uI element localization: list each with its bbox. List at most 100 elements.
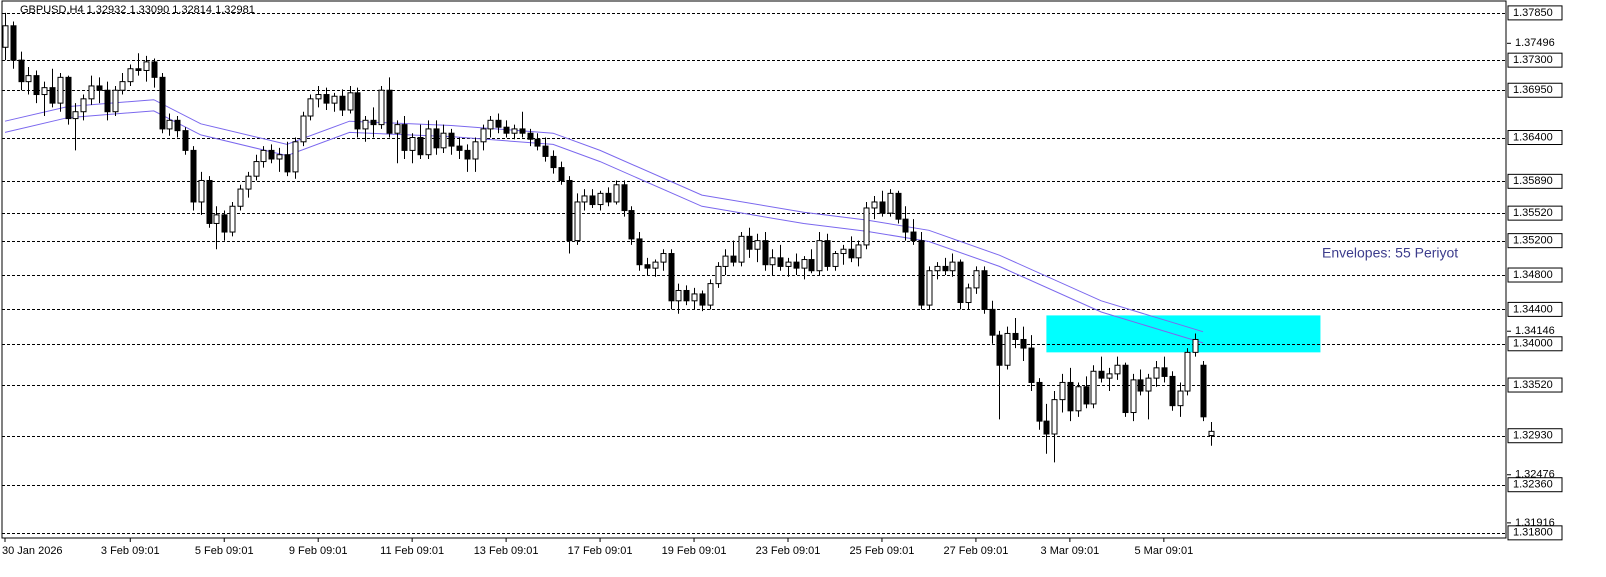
candle-body: [1184, 351, 1191, 392]
candle-body: [589, 195, 596, 206]
candle-body: [801, 259, 808, 269]
candle-body: [863, 207, 870, 246]
candle-body: [354, 92, 361, 130]
candle-body: [1012, 332, 1019, 340]
x-tick-label: 25 Feb 09:01: [850, 545, 915, 557]
candle-body: [981, 270, 988, 310]
candle-body: [973, 270, 980, 289]
candle-body: [331, 95, 338, 104]
level-label: 1.35520: [1513, 207, 1553, 219]
x-tick-label: 19 Feb 09:01: [662, 545, 727, 557]
candle-body: [746, 235, 753, 250]
candle-body: [33, 75, 40, 96]
plot-frame: [1, 0, 1507, 539]
x-tick-label: 3 Feb 09:01: [101, 545, 160, 557]
x-tick-label: 3 Mar 09:01: [1041, 545, 1100, 557]
candle-body: [159, 76, 166, 130]
candle-body: [895, 192, 902, 220]
candle-body: [730, 255, 737, 263]
candle-body: [840, 248, 847, 255]
candle-body: [628, 210, 635, 240]
level-label: 1.31800: [1513, 527, 1553, 539]
candle-body: [237, 188, 244, 207]
candle-body: [574, 201, 581, 242]
candle-body: [151, 61, 158, 78]
candle-body: [198, 179, 205, 203]
candle-body: [918, 240, 925, 306]
candle-body: [2, 25, 9, 48]
level-label-box: [1507, 233, 1563, 249]
candle-body: [605, 192, 612, 203]
candle-body: [855, 244, 862, 259]
candle-body: [347, 92, 354, 111]
candle-body: [769, 257, 776, 266]
candle-body: [832, 253, 839, 267]
candle-body: [1075, 386, 1082, 412]
candle-body: [1114, 364, 1121, 375]
candle-body: [1208, 430, 1215, 437]
candle-body: [527, 132, 534, 140]
candle-body: [542, 145, 549, 157]
level-label: 1.34400: [1513, 303, 1553, 315]
candle-body: [362, 119, 369, 130]
candle-body: [926, 270, 933, 306]
candle-body: [135, 68, 142, 71]
candle-body: [456, 145, 463, 151]
candle-body: [1122, 364, 1129, 414]
candle-body: [448, 132, 455, 147]
candle-body: [80, 98, 87, 113]
level-label-box: [1507, 477, 1563, 493]
candle-body: [41, 87, 48, 96]
level-label: 1.35200: [1513, 235, 1553, 247]
candle-body: [1106, 373, 1113, 379]
x-tick-label: 5 Mar 09:01: [1134, 545, 1193, 557]
x-tick-label: 13 Feb 09:01: [474, 545, 539, 557]
candle-body: [636, 238, 643, 266]
candle-body: [417, 137, 424, 156]
candle-body: [88, 85, 95, 100]
candle-body: [1192, 338, 1199, 353]
candle-body: [1036, 381, 1043, 422]
candle-body: [409, 137, 416, 151]
candle-body: [206, 179, 213, 224]
candle-body: [1137, 379, 1144, 392]
candle-body: [323, 94, 330, 104]
candle-body: [378, 89, 385, 126]
candle-body: [182, 130, 189, 151]
candle-body: [581, 195, 588, 203]
candle-body: [715, 265, 722, 285]
candle-body: [72, 111, 79, 120]
candle-body: [307, 98, 314, 117]
x-tick-label: 11 Feb 09:01: [380, 545, 444, 557]
level-label-box: [1507, 5, 1563, 21]
candle-body: [1169, 375, 1176, 407]
level-label-box: [1507, 82, 1563, 98]
chart-title: GBPUSD,H4 1.32932 1.33090 1.32814 1.3298…: [20, 4, 255, 16]
candle-body: [707, 283, 714, 306]
price-zone: [1046, 315, 1321, 353]
candle-body: [1059, 381, 1066, 401]
level-label: 1.37300: [1513, 54, 1553, 66]
level-label: 1.33520: [1513, 379, 1553, 391]
candle-body: [480, 128, 487, 143]
candle-body: [1083, 386, 1090, 405]
candle-body: [315, 94, 322, 100]
candle-body: [808, 259, 815, 272]
candle-body: [1051, 399, 1058, 435]
candle-body: [260, 149, 267, 163]
candle-body: [96, 85, 103, 91]
candle-body: [166, 119, 173, 130]
level-label-box: [1507, 301, 1563, 317]
candle-body: [902, 218, 909, 233]
candle-body: [511, 128, 518, 134]
candle-body: [503, 126, 510, 134]
candle-body: [1200, 364, 1207, 418]
candle-body: [793, 261, 800, 269]
candle-body: [104, 89, 111, 113]
candle-body: [785, 261, 792, 267]
candle-body: [127, 68, 134, 83]
candle-body: [652, 261, 659, 269]
candle-body: [989, 308, 996, 336]
